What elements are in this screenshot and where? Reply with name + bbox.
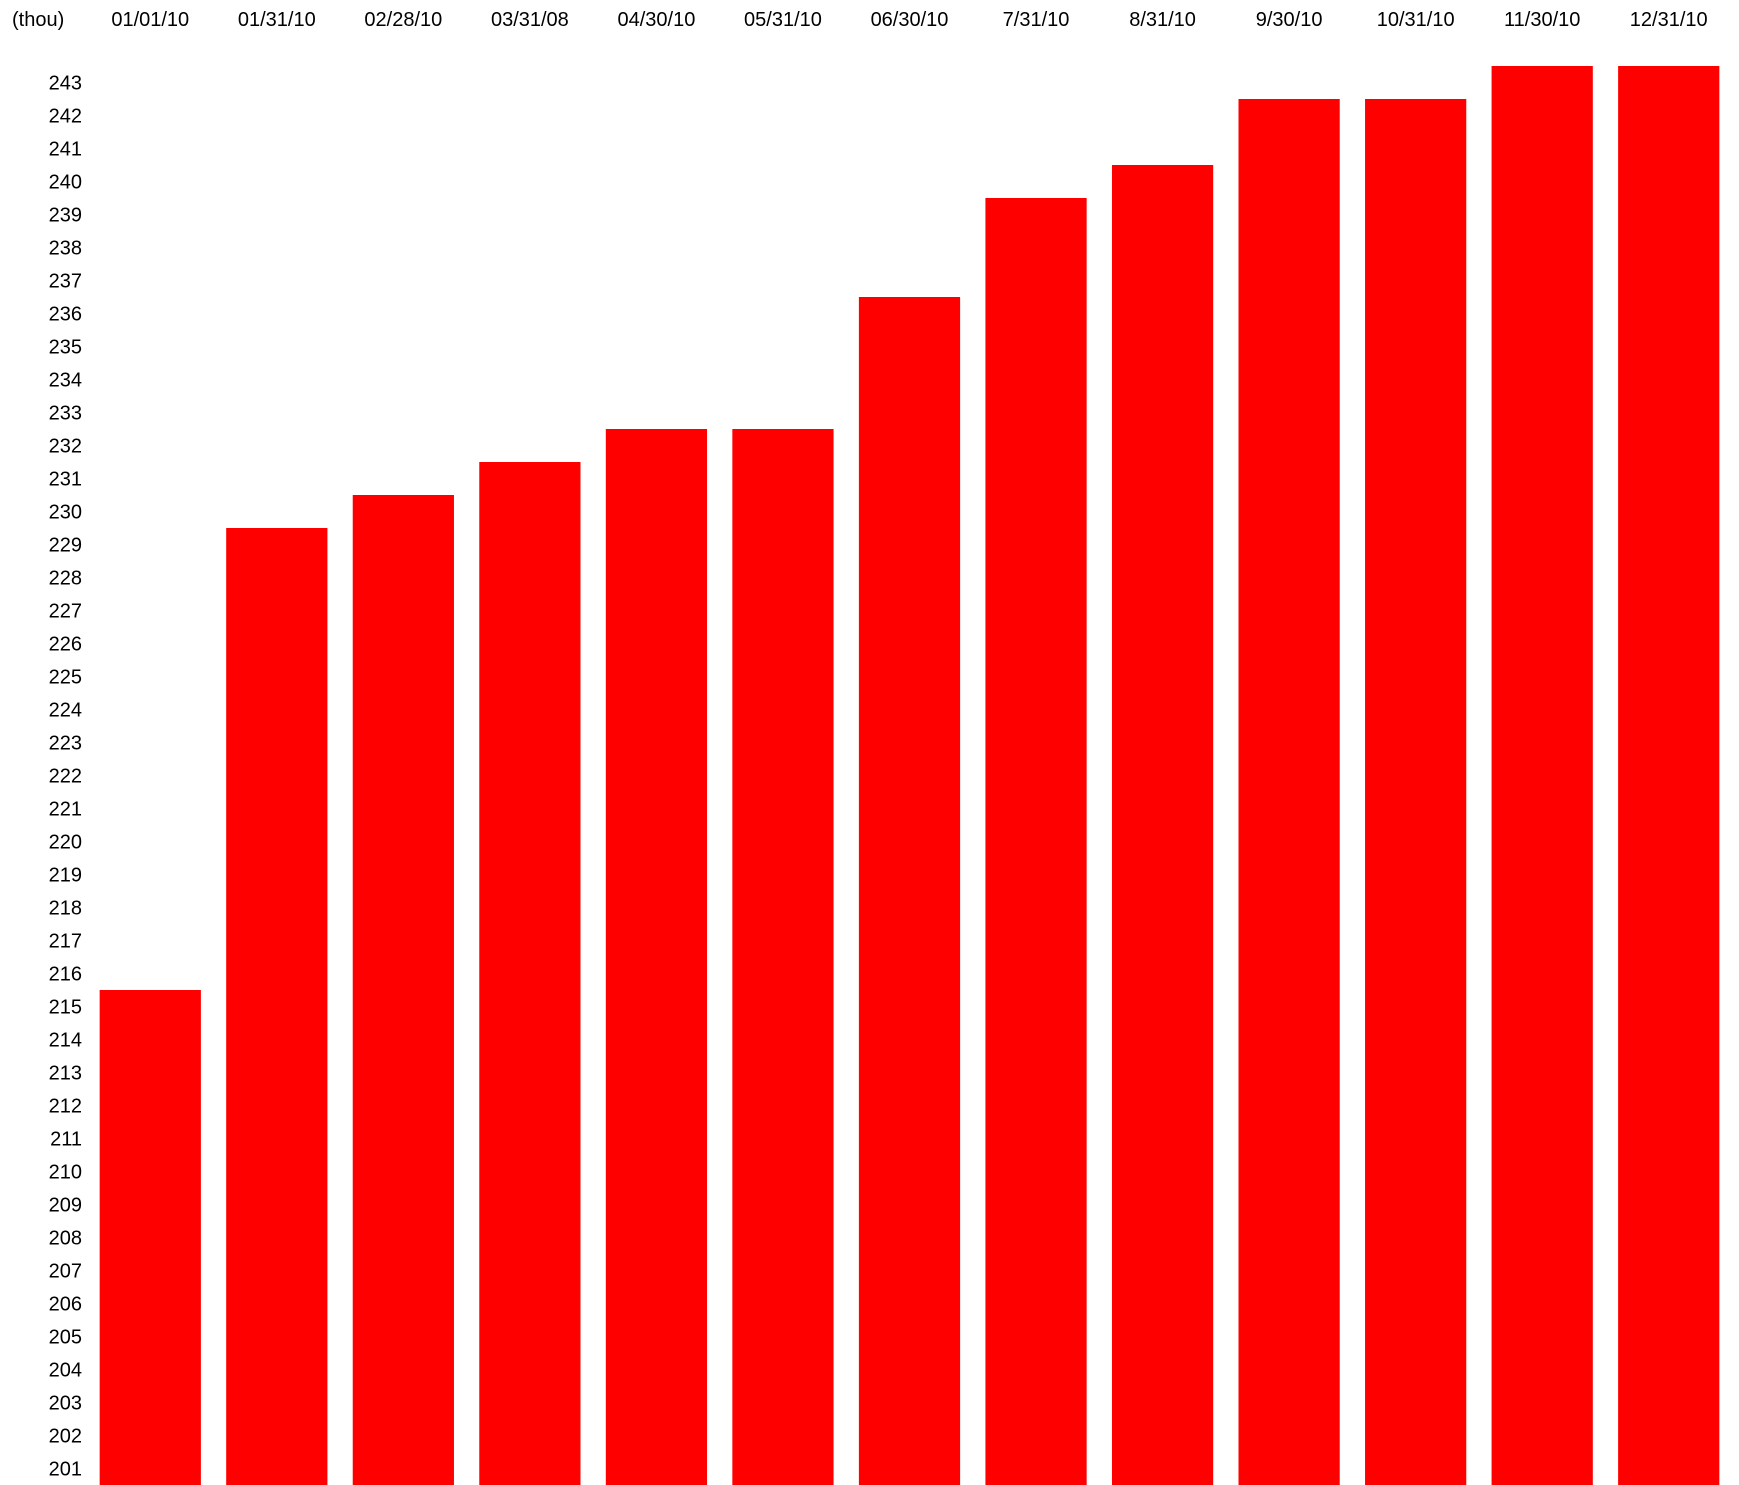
y-tick-label: 223 [49, 733, 82, 755]
bar-6 [732, 429, 834, 1485]
bar-8 [985, 198, 1087, 1485]
y-tick-label: 233 [49, 403, 82, 425]
y-tick-label: 205 [49, 1327, 82, 1349]
x-tick-label: 9/30/10 [1256, 9, 1323, 31]
y-tick-label: 235 [49, 337, 82, 359]
y-tick-label: 236 [49, 304, 82, 326]
y-tick-label: 232 [49, 436, 82, 458]
y-tick-label: 227 [49, 601, 82, 623]
x-tick-label: 01/31/10 [238, 9, 316, 31]
y-tick-label: 239 [49, 205, 82, 227]
bar-2 [226, 528, 328, 1485]
y-tick-label: 237 [49, 271, 82, 293]
bar-10 [1238, 99, 1340, 1485]
bar-9 [1111, 165, 1214, 1485]
x-tick-label: 05/31/10 [744, 9, 822, 31]
y-tick-label: 234 [49, 370, 82, 392]
y-tick-label: 225 [49, 667, 82, 689]
unit-label: (thou) [12, 9, 64, 31]
x-tick-label: 11/30/10 [1504, 9, 1580, 31]
y-tick-label: 202 [49, 1426, 82, 1448]
y-tick-label: 209 [49, 1195, 82, 1217]
bar-4 [479, 462, 581, 1485]
y-tick-label: 224 [49, 700, 82, 722]
y-tick-label: 238 [49, 238, 82, 260]
bars [99, 66, 1720, 1485]
y-tick-label: 204 [49, 1360, 82, 1382]
y-tick-label: 222 [49, 766, 82, 788]
x-tick-label: 06/30/10 [871, 9, 949, 31]
y-tick-label: 219 [49, 865, 82, 887]
bar-11 [1365, 99, 1467, 1485]
x-tick-label: 12/31/10 [1630, 9, 1708, 31]
y-tick-label: 229 [49, 535, 82, 557]
y-tick-label: 220 [49, 832, 82, 854]
x-tick-label: 02/28/10 [364, 9, 442, 31]
x-tick-label: 7/31/10 [1003, 9, 1070, 31]
x-tick-label: 10/31/10 [1377, 9, 1455, 31]
bar-7 [858, 297, 961, 1485]
y-tick-label: 240 [49, 172, 82, 194]
y-tick-label: 212 [49, 1096, 82, 1118]
bar-1 [99, 990, 201, 1485]
y-tick-label: 241 [49, 139, 82, 161]
y-tick-label: 213 [49, 1063, 82, 1085]
y-tick-label: 242 [49, 106, 82, 128]
y-tick-label: 218 [49, 898, 82, 920]
y-tick-label: 207 [49, 1261, 82, 1283]
x-tick-label: 8/31/10 [1129, 9, 1196, 31]
bar-12 [1491, 66, 1593, 1485]
x-tick-label: 03/31/08 [491, 9, 569, 31]
bar-5 [605, 429, 708, 1485]
y-tick-label: 231 [49, 469, 82, 491]
y-axis-labels: 201 202 203 204 205 206 207 208 209 210 211 212 213 2… [49, 73, 82, 1481]
x-tick-label: 04/30/10 [617, 9, 695, 31]
y-tick-label: 215 [49, 997, 82, 1019]
y-tick-label: 201 [49, 1459, 82, 1481]
y-tick-label: 208 [49, 1228, 82, 1250]
y-tick-label: 206 [49, 1294, 82, 1316]
y-tick-label: 226 [49, 634, 82, 656]
y-tick-label: 230 [49, 502, 82, 524]
y-tick-label: 216 [49, 964, 82, 986]
x-axis-labels: 01/01/10 01/31/10 02/28/10 03/31/08 04/30/10… [111, 9, 1707, 31]
bar-3 [352, 495, 454, 1485]
y-tick-label: 217 [49, 931, 82, 953]
y-tick-label: 243 [49, 73, 82, 95]
y-tick-label: 228 [49, 568, 82, 590]
y-tick-label: 211 [50, 1129, 82, 1151]
y-tick-label: 210 [49, 1162, 82, 1184]
y-tick-label: 203 [49, 1393, 82, 1415]
y-tick-label: 221 [49, 799, 82, 821]
x-tick-label: 01/01/10 [111, 9, 189, 31]
bar-13 [1618, 66, 1720, 1485]
y-tick-label: 214 [49, 1030, 82, 1052]
